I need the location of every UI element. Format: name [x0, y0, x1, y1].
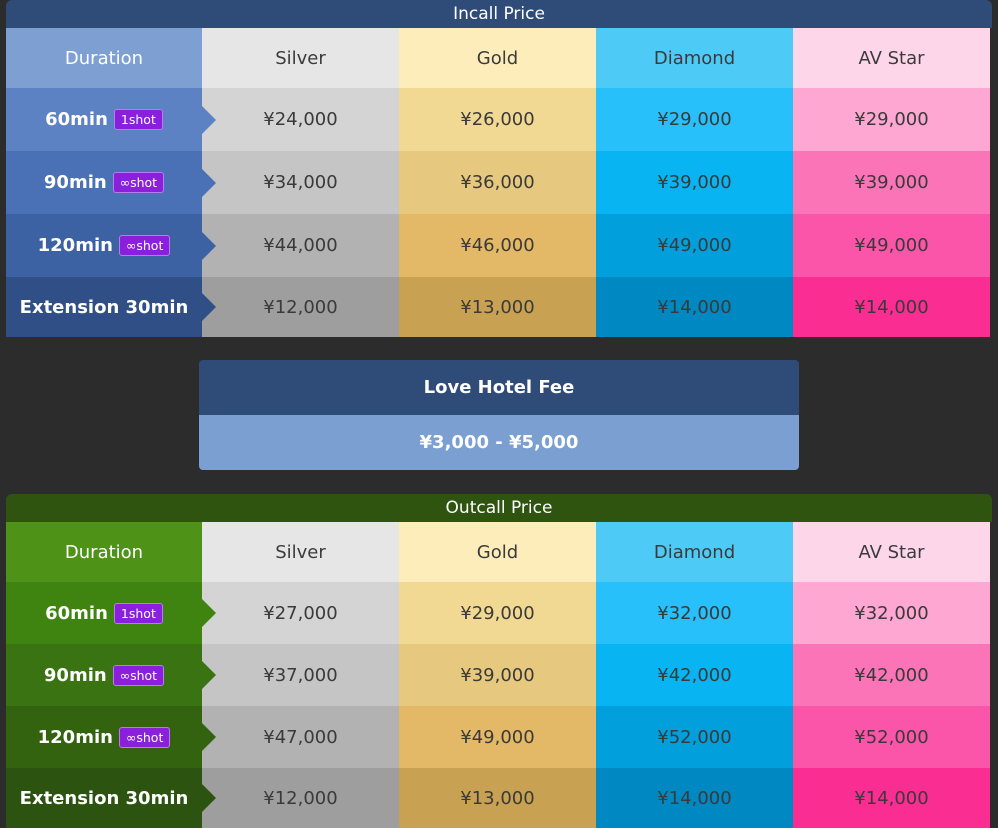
header-av-star: AV Star: [793, 522, 990, 582]
price-diamond: ¥32,000: [596, 582, 793, 644]
price-diamond: ¥14,000: [596, 277, 793, 337]
price-silver: ¥47,000: [202, 706, 399, 768]
header-diamond: Diamond: [596, 522, 793, 582]
header-duration: Duration: [6, 522, 202, 582]
price-silver: ¥34,000: [202, 151, 399, 214]
table-row: 90min ∞shot ¥37,000 ¥39,000 ¥42,000 ¥42,…: [6, 644, 992, 706]
price-silver: ¥37,000: [202, 644, 399, 706]
hotel-fee-value: ¥3,000 - ¥5,000: [199, 415, 799, 470]
price-diamond: ¥14,000: [596, 768, 793, 828]
price-gold: ¥13,000: [399, 277, 596, 337]
price-gold: ¥39,000: [399, 644, 596, 706]
price-diamond: ¥29,000: [596, 88, 793, 151]
table-row: Extension 30min ¥12,000 ¥13,000 ¥14,000 …: [6, 768, 992, 828]
price-av-star: ¥29,000: [793, 88, 990, 151]
duration-label: Extension 30min: [19, 296, 189, 318]
table-header-row: Duration Silver Gold Diamond AV Star: [6, 28, 992, 88]
price-silver: ¥24,000: [202, 88, 399, 151]
table-row: 120min ∞shot ¥44,000 ¥46,000 ¥49,000 ¥49…: [6, 214, 992, 277]
duration-label: 120min: [37, 235, 113, 256]
duration-cell: 90min ∞shot: [6, 151, 216, 214]
price-av-star: ¥14,000: [793, 768, 990, 828]
price-silver: ¥12,000: [202, 277, 399, 337]
price-diamond: ¥39,000: [596, 151, 793, 214]
price-av-star: ¥39,000: [793, 151, 990, 214]
price-diamond: ¥49,000: [596, 214, 793, 277]
shot-badge: 1shot: [113, 602, 163, 624]
header-gold: Gold: [399, 28, 596, 88]
table-row: 90min ∞shot ¥34,000 ¥36,000 ¥39,000 ¥39,…: [6, 151, 992, 214]
shot-badge: ∞shot: [112, 664, 165, 686]
duration-label: 60min: [45, 602, 108, 624]
duration-label: 60min: [45, 109, 108, 130]
outcall-price-table: Outcall Price Duration Silver Gold Diamo…: [6, 494, 992, 828]
duration-cell: 60min 1shot: [6, 582, 216, 644]
price-gold: ¥13,000: [399, 768, 596, 828]
price-gold: ¥46,000: [399, 214, 596, 277]
duration-cell: 120min ∞shot: [6, 706, 216, 768]
table-row: 120min ∞shot ¥47,000 ¥49,000 ¥52,000 ¥52…: [6, 706, 992, 768]
duration-cell: 90min ∞shot: [6, 644, 216, 706]
shot-badge: ∞shot: [118, 726, 171, 748]
duration-label: Extension 30min: [19, 787, 189, 809]
duration-label: 120min: [37, 726, 113, 748]
header-av-star: AV Star: [793, 28, 990, 88]
price-av-star: ¥32,000: [793, 582, 990, 644]
price-av-star: ¥52,000: [793, 706, 990, 768]
shot-badge: ∞shot: [118, 235, 171, 256]
table-row: 60min 1shot ¥24,000 ¥26,000 ¥29,000 ¥29,…: [6, 88, 992, 151]
duration-cell: 60min 1shot: [6, 88, 216, 151]
price-diamond: ¥42,000: [596, 644, 793, 706]
price-gold: ¥26,000: [399, 88, 596, 151]
header-silver: Silver: [202, 522, 399, 582]
price-av-star: ¥42,000: [793, 644, 990, 706]
duration-label: 90min: [43, 664, 107, 686]
incall-table-title: Incall Price: [6, 0, 992, 28]
price-av-star: ¥14,000: [793, 277, 990, 337]
shot-badge: ∞shot: [112, 172, 165, 193]
love-hotel-fee-box: Love Hotel Fee ¥3,000 - ¥5,000: [199, 360, 799, 470]
header-silver: Silver: [202, 28, 399, 88]
duration-cell: Extension 30min: [6, 768, 216, 828]
header-diamond: Diamond: [596, 28, 793, 88]
price-diamond: ¥52,000: [596, 706, 793, 768]
price-gold: ¥36,000: [399, 151, 596, 214]
table-row: 60min 1shot ¥27,000 ¥29,000 ¥32,000 ¥32,…: [6, 582, 992, 644]
incall-price-table: Incall Price Duration Silver Gold Diamon…: [6, 0, 992, 337]
duration-label: 90min: [43, 172, 107, 193]
shot-badge: 1shot: [113, 109, 163, 130]
header-duration: Duration: [6, 28, 202, 88]
price-silver: ¥12,000: [202, 768, 399, 828]
table-row: Extension 30min ¥12,000 ¥13,000 ¥14,000 …: [6, 277, 992, 337]
price-silver: ¥27,000: [202, 582, 399, 644]
header-gold: Gold: [399, 522, 596, 582]
duration-cell: 120min ∞shot: [6, 214, 216, 277]
table-header-row: Duration Silver Gold Diamond AV Star: [6, 522, 992, 582]
price-gold: ¥29,000: [399, 582, 596, 644]
price-av-star: ¥49,000: [793, 214, 990, 277]
outcall-table-title: Outcall Price: [6, 494, 992, 522]
hotel-fee-title: Love Hotel Fee: [199, 360, 799, 415]
price-gold: ¥49,000: [399, 706, 596, 768]
duration-cell: Extension 30min: [6, 277, 216, 337]
price-silver: ¥44,000: [202, 214, 399, 277]
